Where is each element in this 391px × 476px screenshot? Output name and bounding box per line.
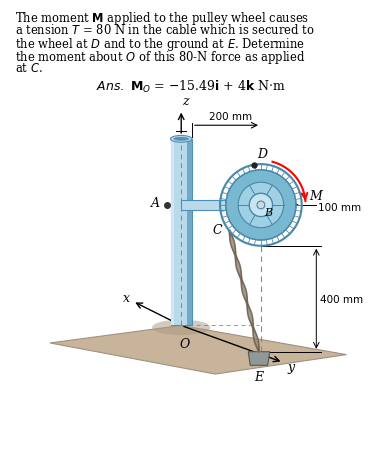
Text: z: z bbox=[182, 95, 188, 108]
Text: A: A bbox=[151, 197, 160, 210]
Text: y: y bbox=[287, 360, 294, 373]
Text: $\mathit{Ans.}$ $\mathbf{M}_O$ = $-$15.49$\mathbf{i}$ + 4$\mathbf{k}$ N$\cdot$m: $\mathit{Ans.}$ $\mathbf{M}_O$ = $-$15.4… bbox=[96, 79, 286, 95]
Polygon shape bbox=[256, 201, 261, 210]
Text: The moment $\mathbf{M}$ applied to the pulley wheel causes: The moment $\mathbf{M}$ applied to the p… bbox=[15, 10, 309, 27]
Polygon shape bbox=[187, 139, 192, 326]
Text: x: x bbox=[123, 291, 130, 304]
Polygon shape bbox=[248, 352, 270, 366]
Text: the moment about $O$ of this 80-N force as applied: the moment about $O$ of this 80-N force … bbox=[15, 49, 305, 66]
Ellipse shape bbox=[226, 170, 296, 240]
Text: the wheel at $D$ and to the ground at $E$. Determine: the wheel at $D$ and to the ground at $E… bbox=[15, 36, 305, 53]
Text: at $C$.: at $C$. bbox=[15, 62, 43, 75]
Text: O: O bbox=[180, 337, 190, 350]
Text: 400 mm: 400 mm bbox=[320, 295, 363, 305]
Ellipse shape bbox=[174, 138, 189, 141]
Ellipse shape bbox=[257, 202, 265, 209]
Text: 200 mm: 200 mm bbox=[209, 112, 252, 122]
Text: M: M bbox=[310, 189, 322, 202]
Polygon shape bbox=[170, 139, 174, 326]
Polygon shape bbox=[170, 139, 192, 326]
Polygon shape bbox=[181, 201, 261, 210]
Text: 100 mm: 100 mm bbox=[318, 202, 361, 212]
Ellipse shape bbox=[152, 320, 210, 336]
Ellipse shape bbox=[170, 136, 192, 143]
Ellipse shape bbox=[249, 194, 273, 217]
Text: D: D bbox=[257, 148, 267, 160]
Ellipse shape bbox=[226, 170, 296, 240]
Ellipse shape bbox=[238, 183, 283, 228]
Text: B: B bbox=[264, 208, 272, 218]
Text: E: E bbox=[255, 370, 264, 383]
Polygon shape bbox=[50, 326, 346, 374]
Text: C: C bbox=[212, 223, 222, 236]
Text: a tension $T$ = 80 N in the cable which is secured to: a tension $T$ = 80 N in the cable which … bbox=[15, 23, 314, 37]
